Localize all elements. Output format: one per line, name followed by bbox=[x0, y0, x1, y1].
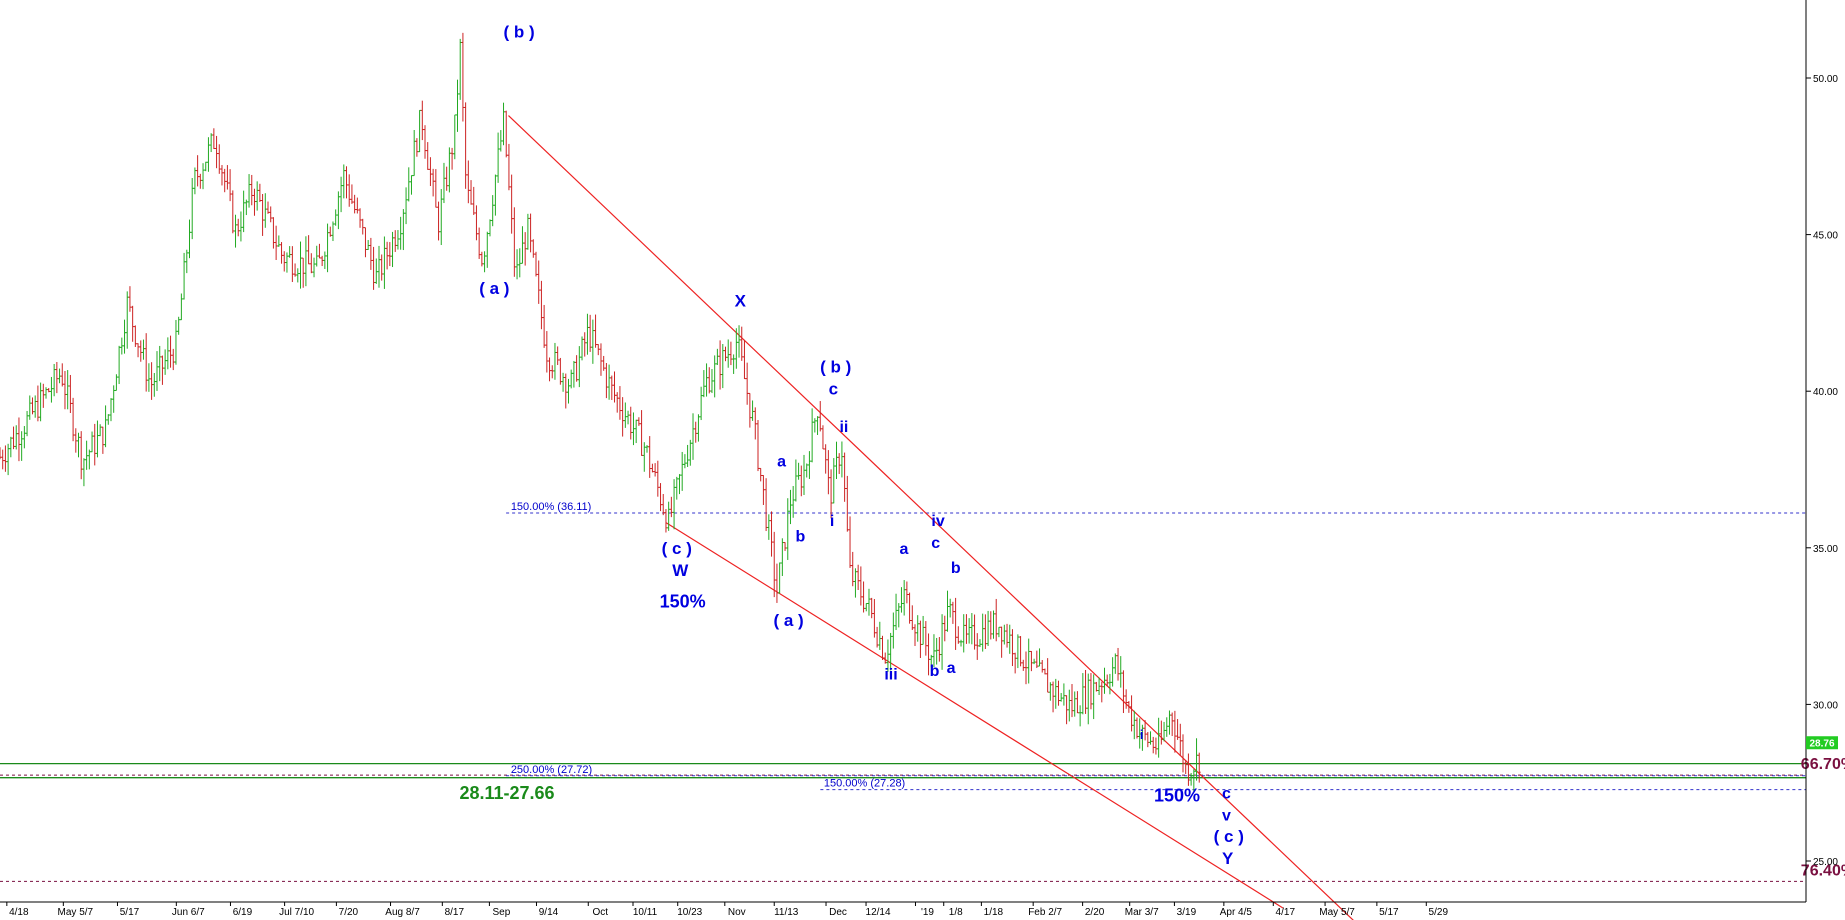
y-tick-label: 25.00 bbox=[1813, 857, 1838, 868]
wave-label: ( b ) bbox=[503, 22, 534, 41]
x-tick-label: Dec bbox=[829, 907, 847, 918]
wave-label: a bbox=[777, 453, 786, 470]
target-zone-label: 28.11-27.66 bbox=[459, 783, 554, 803]
reference-lines: 150.00% (36.11) 66.70% (27.74) 250.00% (27… bbox=[0, 501, 1845, 882]
x-tick-label: May 5/7 bbox=[1319, 907, 1355, 918]
x-tick-label: Apr 4/5 bbox=[1220, 907, 1253, 918]
x-tick-label: Aug 8/7 bbox=[385, 907, 420, 918]
wave-label: i bbox=[1140, 727, 1144, 742]
x-tick-label: Jun 6/7 bbox=[172, 907, 205, 918]
x-tick-label: 10/23 bbox=[677, 907, 702, 918]
x-tick-label: 2/20 bbox=[1085, 907, 1105, 918]
x-tick-label: 6/19 bbox=[233, 907, 253, 918]
fib-extension-label: 250.00% (27.72) bbox=[511, 764, 592, 776]
wave-label: b bbox=[795, 529, 805, 546]
x-tick-label: 8/17 bbox=[445, 907, 465, 918]
x-tick-label: 3/19 bbox=[1177, 907, 1197, 918]
wave-label: c bbox=[931, 535, 940, 552]
last-price-tag: 28.76 bbox=[1806, 736, 1838, 750]
wave-label: c bbox=[1222, 785, 1231, 802]
x-tick-label: 10/11 bbox=[633, 907, 658, 918]
wave-label: ( b ) bbox=[820, 357, 851, 376]
x-tick-label: 5/29 bbox=[1429, 907, 1449, 918]
x-axis: 4/18 May 5/7 5/17 Jun 6/7 6/19 Jul 7/10 7/20 Au… bbox=[6, 902, 1449, 918]
wave-label: ii bbox=[839, 419, 848, 436]
wave-label: ( c ) bbox=[1214, 827, 1244, 846]
wave-label: W bbox=[672, 561, 689, 580]
trend-channel bbox=[508, 115, 1354, 920]
last-price-tag-bg bbox=[1806, 736, 1838, 750]
wave-label: iii bbox=[884, 666, 897, 683]
x-tick-label: 7/20 bbox=[339, 907, 359, 918]
wave-label: a bbox=[947, 660, 956, 677]
y-tick-label: 45.00 bbox=[1813, 231, 1838, 242]
y-tick-label: 50.00 bbox=[1813, 74, 1838, 85]
retracement-label: 66.70% (27.74) bbox=[1801, 756, 1845, 773]
wave-label: X bbox=[735, 292, 747, 311]
wave-label: ( a ) bbox=[773, 611, 803, 630]
wave-label: b bbox=[930, 663, 940, 680]
wave-label: v bbox=[1222, 807, 1231, 824]
x-tick-label: 12/14 bbox=[866, 907, 891, 918]
x-tick-label: 1/8 bbox=[949, 907, 963, 918]
x-tick-label: 11/13 bbox=[774, 907, 799, 918]
x-tick-label: Oct bbox=[592, 907, 608, 918]
wave-label: a bbox=[899, 541, 908, 558]
percent-label: 150% bbox=[1154, 785, 1200, 805]
x-tick-label: Jul 7/10 bbox=[279, 907, 314, 918]
x-tick-label: Mar 3/7 bbox=[1125, 907, 1159, 918]
wave-label: iv bbox=[931, 513, 944, 530]
fib-extension-label: 150.00% (36.11) bbox=[511, 501, 592, 513]
x-tick-label: 1/18 bbox=[984, 907, 1004, 918]
x-tick-label: 4/17 bbox=[1276, 907, 1296, 918]
wave-label: Y bbox=[1222, 849, 1234, 868]
wave-label: b bbox=[951, 560, 961, 577]
wave-label: i bbox=[830, 513, 834, 530]
y-axis: 50.00 45.00 40.00 35.00 30.00 25.00 bbox=[1806, 74, 1838, 868]
retracement-label: 76.40% (24.35) bbox=[1801, 862, 1845, 879]
price-candles bbox=[0, 32, 1201, 792]
x-tick-label: 9/14 bbox=[539, 907, 559, 918]
y-tick-label: 30.00 bbox=[1813, 700, 1838, 711]
x-tick-label: 5/17 bbox=[1379, 907, 1399, 918]
percent-label: 150% bbox=[660, 591, 706, 611]
last-price-value: 28.76 bbox=[1809, 739, 1834, 750]
y-tick-label: 40.00 bbox=[1813, 387, 1838, 398]
x-tick-label: Feb 2/7 bbox=[1028, 907, 1062, 918]
x-tick-label: 5/17 bbox=[120, 907, 140, 918]
x-tick-label: May 5/7 bbox=[58, 907, 94, 918]
channel-line bbox=[665, 522, 1284, 909]
wave-label: ( a ) bbox=[479, 279, 509, 298]
channel-line bbox=[508, 115, 1354, 920]
x-tick-label: Sep bbox=[493, 907, 511, 918]
y-tick-label: 35.00 bbox=[1813, 544, 1838, 555]
wave-label: c bbox=[829, 379, 838, 398]
x-tick-label: 4/18 bbox=[9, 907, 29, 918]
wave-label: ( c ) bbox=[662, 539, 692, 558]
x-tick-label: '19 bbox=[921, 907, 934, 918]
x-tick-label: Nov bbox=[728, 907, 746, 918]
fib-extension-label: 150.00% (27.28) bbox=[824, 778, 905, 790]
